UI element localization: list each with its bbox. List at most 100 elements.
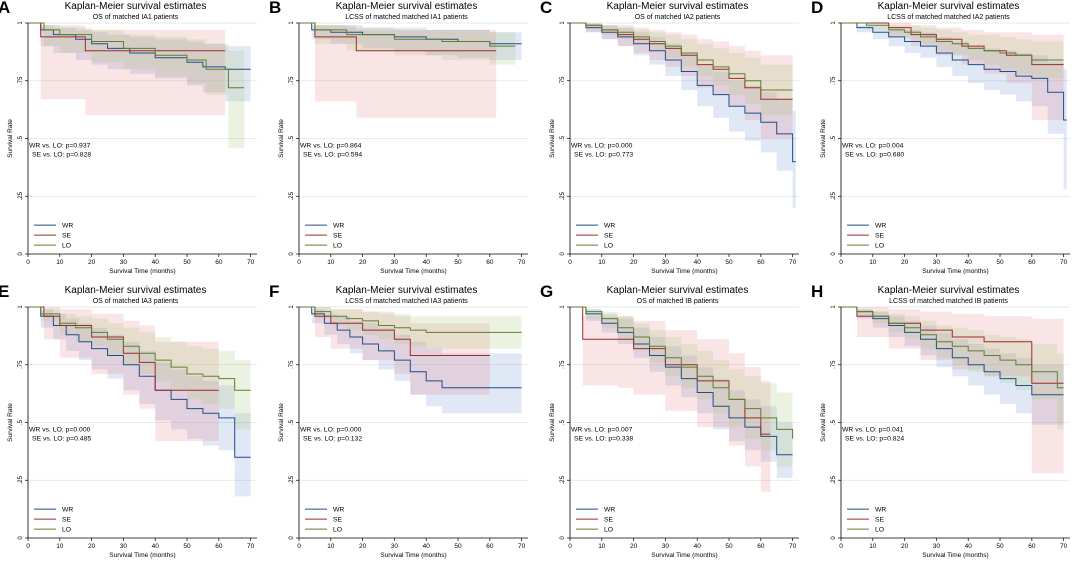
x-tick-label: 60 <box>486 259 494 266</box>
legend-label-wr: WR <box>62 223 73 230</box>
y-axis-title: Survival Rate <box>820 119 827 158</box>
p-value-label: SE vs. LO: p=0.132 <box>303 436 362 443</box>
chart-subtitle: LCSS of matched matched IA3 patients <box>345 298 468 305</box>
y-tick-label: .5 <box>289 135 295 141</box>
km-curve-lo <box>841 306 1064 389</box>
x-tick-label: 10 <box>598 543 606 550</box>
ci-band-wr <box>841 23 1067 190</box>
km-curve-lo <box>570 22 793 91</box>
y-tick-label: 0 <box>831 252 837 256</box>
x-tick-label: 40 <box>965 543 973 550</box>
y-tick-label: .5 <box>831 419 837 425</box>
ci-band-se <box>299 23 497 118</box>
legend-label-wr: WR <box>875 223 886 230</box>
p-value-label: WR vs. LO: p=0.937 <box>29 143 91 150</box>
legend-label-se: SE <box>333 517 343 524</box>
x-axis-title: Survival Time (months) <box>922 268 988 275</box>
p-value-label: SE vs. LO: p=0.828 <box>32 152 91 159</box>
km-curve-wr <box>841 306 1064 396</box>
x-tick-label: 0 <box>839 259 843 266</box>
legend-label-lo: LO <box>875 243 884 250</box>
legend-label-wr: WR <box>604 223 615 230</box>
x-tick-label: 20 <box>901 259 909 266</box>
p-value-label: WR vs. LO: p=0.041 <box>842 427 904 434</box>
y-tick-label: 1 <box>18 21 24 25</box>
legend-label-lo: LO <box>62 243 71 250</box>
y-tick-label: 1 <box>289 305 295 309</box>
y-tick-label: .75 <box>289 360 295 369</box>
y-tick-label: 1 <box>18 305 24 309</box>
km-curve-lo <box>28 306 251 391</box>
x-tick-label: 20 <box>359 543 367 550</box>
ci-band-wr <box>28 307 251 497</box>
km-panel-e: E Kaplan-Meier survival estimates OS of ma… <box>0 282 271 568</box>
y-axis-title: Survival Rate <box>278 403 285 442</box>
km-panel-c: C Kaplan-Meier survival estimates OS of ma… <box>540 0 813 284</box>
legend-label-se: SE <box>604 517 614 524</box>
x-tick-label: 10 <box>56 259 64 266</box>
ci-band-se <box>570 23 793 139</box>
x-tick-label: 30 <box>120 259 128 266</box>
x-axis-title: Survival Time (months) <box>651 268 717 275</box>
ci-band-lo <box>570 23 793 116</box>
x-tick-label: 30 <box>662 259 670 266</box>
y-tick-label: 0 <box>18 252 24 256</box>
x-tick-label: 30 <box>933 259 941 266</box>
x-tick-label: 70 <box>518 259 526 266</box>
km-panel-d: D Kaplan-Meier survival estimates LCSS of … <box>811 0 1084 284</box>
y-axis-title: Survival Rate <box>7 119 14 158</box>
y-tick-label: .25 <box>289 191 295 200</box>
chart-title: Kaplan-Meier survival estimates <box>877 285 1020 296</box>
p-value-label: WR vs. LO: p=0.864 <box>300 143 362 150</box>
ci-band-se <box>28 307 219 441</box>
x-tick-label: 60 <box>1028 543 1036 550</box>
y-tick-label: 0 <box>18 536 24 540</box>
y-tick-label: 0 <box>831 536 837 540</box>
legend-label-se: SE <box>62 233 72 240</box>
panel-letter: G <box>540 282 554 301</box>
x-tick-label: 60 <box>486 543 494 550</box>
y-axis-title: Survival Rate <box>820 403 827 442</box>
x-tick-label: 70 <box>789 543 797 550</box>
panel-letter: D <box>811 0 824 17</box>
x-tick-label: 70 <box>1060 259 1068 266</box>
y-tick-label: 1 <box>831 21 837 25</box>
x-axis-title: Survival Time (months) <box>109 268 175 275</box>
y-tick-label: .5 <box>831 135 837 141</box>
x-tick-label: 10 <box>869 259 877 266</box>
p-value-label: WR vs. LO: p=0.000 <box>29 427 91 434</box>
p-value-label: WR vs. LO: p=0.000 <box>300 427 362 434</box>
x-tick-label: 0 <box>568 543 572 550</box>
x-tick-label: 30 <box>391 259 399 266</box>
x-tick-label: 50 <box>183 259 191 266</box>
x-tick-label: 20 <box>359 259 367 266</box>
x-tick-label: 0 <box>26 259 30 266</box>
x-tick-label: 20 <box>630 259 638 266</box>
y-tick-label: 0 <box>560 536 566 540</box>
y-tick-label: .25 <box>831 191 837 200</box>
y-tick-label: .75 <box>560 360 566 369</box>
y-axis-title: Survival Rate <box>549 403 556 442</box>
x-tick-label: 30 <box>120 543 128 550</box>
y-tick-label: .75 <box>18 360 24 369</box>
x-tick-label: 40 <box>694 259 702 266</box>
x-tick-label: 70 <box>247 259 255 266</box>
ci-band-se <box>841 23 1064 120</box>
y-tick-label: .5 <box>560 135 566 141</box>
ci-band-wr <box>570 307 793 478</box>
y-tick-label: .25 <box>560 191 566 200</box>
chart-subtitle: OS of matched IA3 patients <box>92 298 179 305</box>
y-tick-label: .25 <box>560 475 566 484</box>
y-tick-label: 0 <box>560 252 566 256</box>
x-tick-label: 50 <box>454 259 462 266</box>
legend-label-se: SE <box>604 233 614 240</box>
x-tick-label: 10 <box>327 543 335 550</box>
x-axis-title: Survival Time (months) <box>109 552 175 559</box>
panel-letter: A <box>0 0 11 17</box>
chart-subtitle: LCSS of matched matched IA2 patients <box>887 14 1010 21</box>
chart-title: Kaplan-Meier survival estimates <box>64 1 207 12</box>
x-tick-label: 60 <box>215 543 223 550</box>
